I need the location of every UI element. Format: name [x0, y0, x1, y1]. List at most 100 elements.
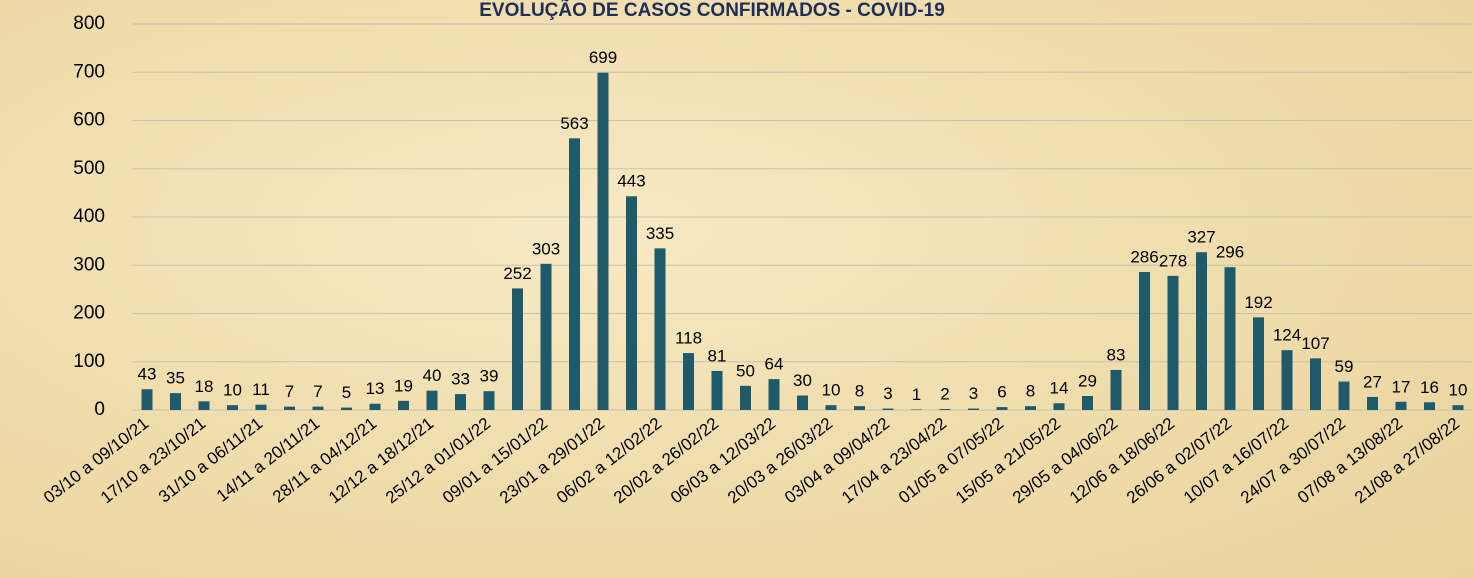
- bar: [1167, 275, 1179, 410]
- bar: [426, 390, 438, 410]
- bar: [341, 407, 352, 410]
- value-label: 33: [451, 370, 470, 389]
- bar: [512, 288, 523, 410]
- bar: [1452, 405, 1464, 410]
- bar: [1281, 350, 1293, 410]
- x-tick-label: 12/12 a 18/12/21: [325, 414, 437, 508]
- value-label: 1: [912, 385, 921, 404]
- y-tick-label: 200: [73, 303, 105, 324]
- bar: [1053, 403, 1065, 410]
- value-label: 286: [1130, 247, 1158, 266]
- x-tick-label: 09/01 a 15/01/22: [439, 414, 551, 508]
- bar: [1338, 381, 1350, 410]
- value-label: 19: [394, 376, 413, 395]
- value-label: 124: [1273, 326, 1301, 345]
- value-label: 10: [822, 381, 841, 400]
- bar: [711, 370, 723, 410]
- x-tick-label: 01/05 a 07/05/22: [895, 414, 1007, 508]
- value-label: 40: [423, 366, 442, 385]
- bar: [740, 385, 751, 410]
- value-label: 699: [589, 48, 617, 67]
- x-tick-label: 17/10 a 23/10/21: [97, 414, 209, 508]
- bar: [825, 405, 837, 410]
- bar: [255, 404, 267, 410]
- x-tick-label: 03/10 a 09/10/21: [40, 414, 152, 508]
- bar: [1082, 396, 1093, 410]
- value-label: 278: [1159, 251, 1187, 270]
- bar: [654, 248, 666, 410]
- y-tick-label: 600: [73, 110, 105, 131]
- value-label: 35: [166, 369, 185, 388]
- bar: [1310, 358, 1321, 410]
- value-label: 5: [342, 383, 351, 402]
- bar: [683, 353, 694, 410]
- bar: [1110, 369, 1122, 410]
- value-label: 327: [1187, 228, 1215, 247]
- value-label: 8: [855, 382, 864, 401]
- x-tick-label: 12/06 a 18/06/22: [1066, 414, 1178, 508]
- x-tick-label: 06/03 a 12/03/22: [667, 414, 779, 508]
- value-label: 29: [1078, 371, 1097, 390]
- x-tick-label: 07/08 a 13/08/22: [1294, 414, 1406, 508]
- value-label: 192: [1244, 293, 1272, 312]
- x-tick-label: 06/02 a 12/02/22: [553, 414, 665, 508]
- x-tick-label: 17/04 a 23/04/22: [838, 414, 950, 508]
- chart-title: EVOLUÇÃO DE CASOS CONFIRMADOS - COVID-19: [479, 0, 945, 21]
- bar: [1424, 402, 1435, 410]
- bar: [227, 405, 238, 410]
- bar: [198, 401, 210, 410]
- value-label: 11: [252, 380, 270, 399]
- value-label: 7: [285, 382, 294, 401]
- y-tick-label: 100: [73, 351, 105, 372]
- y-tick-label: 0: [94, 399, 105, 420]
- value-label: 3: [883, 384, 892, 403]
- value-label: 252: [503, 264, 531, 283]
- value-label: 59: [1335, 357, 1354, 376]
- value-label: 443: [617, 172, 645, 191]
- bar: [854, 406, 865, 410]
- y-tick-label: 300: [73, 254, 105, 275]
- bar: [483, 391, 495, 410]
- value-label: 43: [138, 365, 157, 384]
- value-label: 2: [940, 385, 949, 404]
- x-tick-label: 23/01 a 29/01/22: [496, 414, 608, 508]
- x-tick-label: 03/04 a 09/04/22: [781, 414, 893, 508]
- value-label: 50: [736, 361, 755, 380]
- bar: [968, 408, 979, 410]
- value-label: 30: [793, 371, 812, 390]
- bar: [626, 196, 637, 410]
- bar: [1025, 406, 1036, 410]
- y-tick-label: 500: [73, 158, 105, 179]
- value-label: 81: [708, 346, 727, 365]
- value-label: 7: [313, 382, 322, 401]
- bar: [398, 400, 409, 410]
- bar: [1395, 401, 1407, 410]
- value-label: 3: [969, 384, 978, 403]
- value-label: 335: [646, 224, 674, 243]
- bar: [1196, 252, 1207, 410]
- value-label: 27: [1363, 372, 1382, 391]
- bar: [797, 395, 808, 410]
- x-tick-label: 10/07 a 16/07/22: [1180, 414, 1292, 508]
- bar: [540, 263, 552, 410]
- value-label: 10: [223, 381, 242, 400]
- bar: [1367, 396, 1378, 410]
- x-tick-label: 21/08 a 27/08/22: [1351, 414, 1463, 508]
- x-tick-label: 31/10 a 06/11/21: [155, 414, 266, 507]
- y-tick-label: 400: [73, 206, 105, 227]
- x-tick-label: 15/05 a 21/05/22: [952, 414, 1064, 508]
- value-label: 8: [1026, 382, 1035, 401]
- bar: [882, 408, 894, 410]
- value-label: 10: [1449, 381, 1468, 400]
- bar: [455, 394, 466, 410]
- value-label: 18: [195, 377, 214, 396]
- x-tick-label: 20/02 a 26/02/22: [610, 414, 722, 508]
- x-tick-label: 24/07 a 30/07/22: [1237, 414, 1349, 508]
- value-label: 39: [480, 367, 499, 386]
- value-label: 118: [675, 329, 702, 348]
- x-tick-label: 26/06 a 02/07/22: [1123, 414, 1235, 508]
- value-label: 13: [366, 379, 385, 398]
- value-label: 6: [997, 383, 1006, 402]
- bar: [284, 406, 295, 410]
